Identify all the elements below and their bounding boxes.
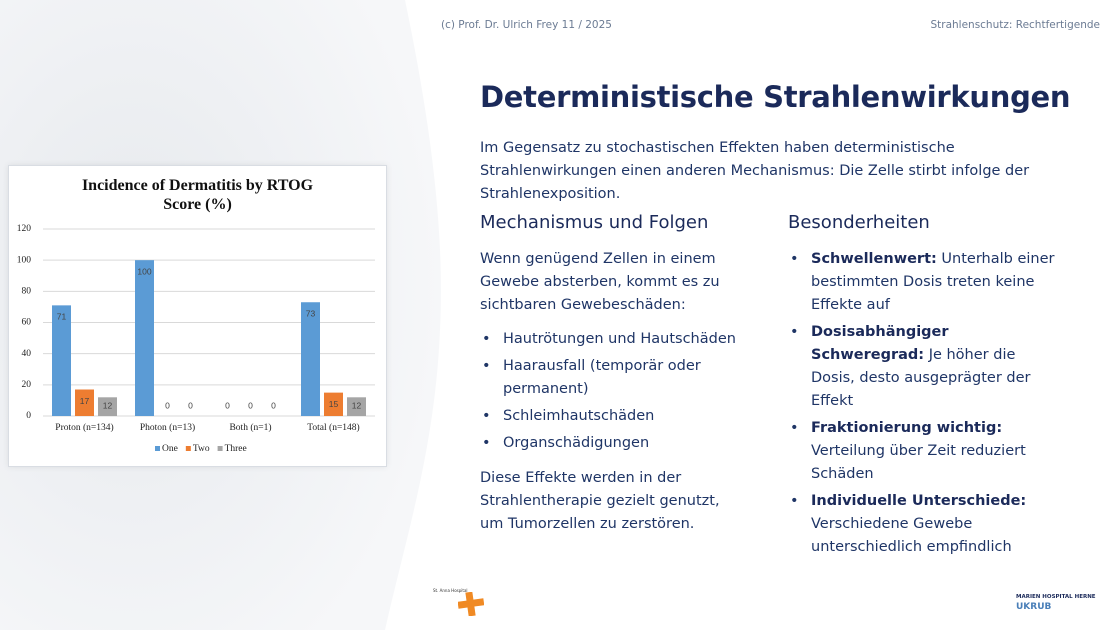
legend-label: One xyxy=(162,444,178,454)
data-label: 0 xyxy=(248,400,253,410)
data-label: 0 xyxy=(165,400,170,410)
y-tick-label: 20 xyxy=(22,380,32,390)
legend-label: Three xyxy=(225,444,247,454)
data-label: 73 xyxy=(306,308,316,318)
term: Dosisabhängiger Schweregrad: xyxy=(811,324,949,363)
chart-panel: Incidence of Dermatitis by RTOG Score (%… xyxy=(8,165,387,467)
text: Verteilung über Zeit reduziert Schäden xyxy=(811,443,1026,482)
data-label: 71 xyxy=(57,312,67,322)
x-tick-label: Proton (n=134) xyxy=(55,422,113,433)
text: Unterhalb einer bestimmten Dosis treten … xyxy=(811,251,1055,313)
bullet: Organschädigungen xyxy=(480,432,740,455)
x-tick-label: Photon (n=13) xyxy=(140,422,195,433)
header-right: Strahlenschutz: Rechtfertigende xyxy=(930,19,1100,31)
data-label: 100 xyxy=(137,266,151,276)
right-bullets: Schwellenwert: Unterhalb einer bestimmte… xyxy=(788,248,1058,563)
logo-left-text: St. Anna Hospital xyxy=(433,588,468,593)
y-tick-label: 120 xyxy=(17,224,32,234)
data-label: 12 xyxy=(103,400,113,410)
text: Verschiedene Gewebe unterschiedlich empf… xyxy=(811,516,1012,555)
term: Fraktionierung wichtig: xyxy=(811,420,1003,436)
y-tick-label: 0 xyxy=(26,411,31,421)
slide-title: Deterministische Strahlenwirkungen xyxy=(480,80,1071,114)
bar xyxy=(75,389,94,416)
intro: Im Gegensatz zu stochastischen Effekten … xyxy=(480,140,1030,202)
y-tick-label: 80 xyxy=(22,287,32,297)
header-left: (c) Prof. Dr. Ulrich Frey 11 / 2025 xyxy=(441,19,612,31)
bullet: Schwellenwert: Unterhalb einer bestimmte… xyxy=(788,248,1058,317)
legend-swatch xyxy=(217,446,223,451)
x-tick-label: Both (n=1) xyxy=(229,422,271,433)
left-bullets: Hautrötungen und Hautschäden Haarausfall… xyxy=(480,328,740,459)
bar xyxy=(347,397,366,416)
logo-right-sub: UKRUB xyxy=(1016,602,1052,612)
data-label: 0 xyxy=(188,400,193,410)
bar xyxy=(301,302,320,416)
term: Schwellenwert: xyxy=(811,251,937,267)
logo-cross xyxy=(458,592,484,616)
bullet: Schleimhautschäden xyxy=(480,405,740,428)
bullet: Individuelle Unterschiede: Verschiedene … xyxy=(788,490,1058,559)
data-label: 12 xyxy=(352,400,362,410)
logo-right-text: MARIEN HOSPITAL HERNE xyxy=(1016,594,1096,600)
y-tick-label: 60 xyxy=(22,318,32,328)
legend-swatch xyxy=(155,446,160,451)
data-label: 0 xyxy=(225,400,230,410)
left-intro: Wenn genügend Zellen in einem Gewebe abs… xyxy=(480,251,720,313)
term: Individuelle Unterschiede: xyxy=(811,493,1027,509)
x-tick-label: Total (n=148) xyxy=(307,422,359,433)
bar xyxy=(135,260,154,416)
bar xyxy=(98,397,117,416)
y-tick-label: 40 xyxy=(22,349,32,359)
left-outro: Diese Effekte werden in der Strahlenther… xyxy=(480,470,720,532)
data-label: 0 xyxy=(271,400,276,410)
bar xyxy=(324,392,343,416)
bullet: Dosisabhängiger Schweregrad: Je höher di… xyxy=(788,321,1058,413)
left-heading: Mechanismus und Folgen xyxy=(480,212,709,233)
legend-label: Two xyxy=(193,444,210,454)
data-label: 15 xyxy=(329,399,339,409)
legend-swatch xyxy=(185,446,191,451)
bullet: Fraktionierung wichtig: Verteilung über … xyxy=(788,417,1058,486)
bar xyxy=(52,305,71,416)
chart-title: Incidence of Dermatitis by RTOG Score (%… xyxy=(81,177,314,213)
text: Je höher die Dosis, desto ausgeprägter d… xyxy=(811,347,1031,409)
y-tick-label: 100 xyxy=(17,255,32,265)
right-heading: Besonderheiten xyxy=(788,212,930,233)
data-label: 17 xyxy=(80,396,90,406)
bullet: Hautrötungen und Hautschäden xyxy=(480,328,740,351)
bullet: Haarausfall (temporär oder permanent) xyxy=(480,355,740,401)
